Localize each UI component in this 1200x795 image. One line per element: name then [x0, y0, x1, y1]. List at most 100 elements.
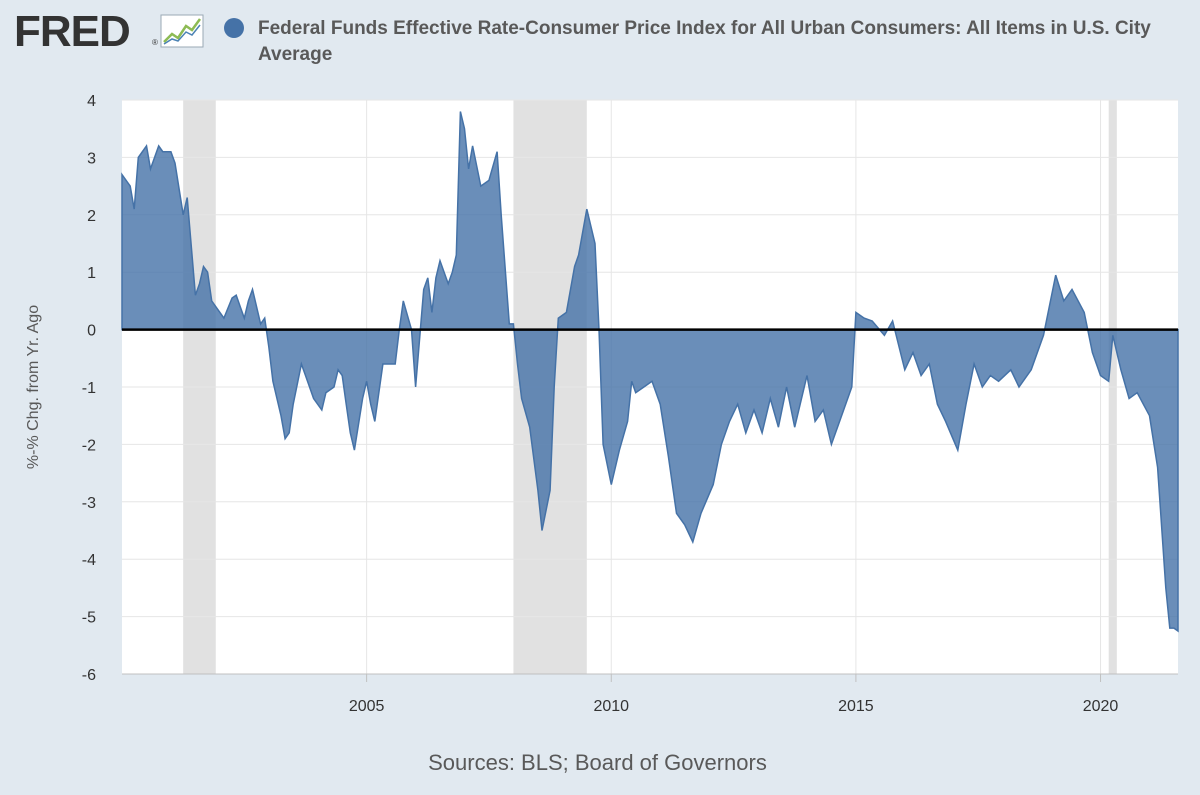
data-point — [480, 185, 482, 187]
data-point — [549, 489, 551, 491]
data-point — [284, 437, 286, 439]
data-point — [463, 128, 465, 130]
data-point — [806, 374, 808, 376]
legend-marker — [224, 18, 244, 38]
data-point — [635, 392, 637, 394]
data-point — [777, 426, 779, 428]
data-point — [838, 420, 840, 422]
data-point — [353, 449, 355, 451]
data-point — [455, 254, 457, 256]
data-point — [720, 443, 722, 445]
y-tick-label: 0 — [87, 323, 96, 340]
data-point — [700, 512, 702, 514]
data-point — [402, 300, 404, 302]
data-point — [997, 380, 999, 382]
data-point — [341, 374, 343, 376]
data-point — [541, 529, 543, 531]
data-point — [288, 432, 290, 434]
data-point — [157, 145, 159, 147]
data-point — [794, 426, 796, 428]
data-point — [206, 271, 208, 273]
data-point — [871, 320, 873, 322]
data-point — [928, 363, 930, 365]
data-point — [912, 351, 914, 353]
data-point — [194, 294, 196, 296]
data-point — [814, 420, 816, 422]
y-tick-label: -2 — [82, 437, 96, 454]
fred-logo[interactable]: FRED — [14, 7, 131, 56]
data-point — [1054, 274, 1056, 276]
data-point — [577, 254, 579, 256]
y-tick-label: 1 — [87, 265, 96, 282]
data-point — [349, 432, 351, 434]
data-point — [553, 386, 555, 388]
data-point — [1091, 351, 1093, 353]
data-point — [427, 277, 429, 279]
data-point — [753, 409, 755, 411]
data-point — [1128, 397, 1130, 399]
data-point — [586, 208, 588, 210]
data-point — [1030, 369, 1032, 371]
data-point — [223, 317, 225, 319]
data-point — [508, 323, 510, 325]
data-point — [451, 271, 453, 273]
data-point — [186, 196, 188, 198]
data-point — [488, 179, 490, 181]
data-point — [883, 334, 885, 336]
data-point — [520, 397, 522, 399]
data-point — [1112, 334, 1114, 336]
data-point — [557, 317, 559, 319]
data-point — [1042, 334, 1044, 336]
data-point — [210, 300, 212, 302]
data-point — [1148, 415, 1150, 417]
data-point — [1165, 587, 1167, 589]
data-point — [374, 420, 376, 422]
data-point — [643, 386, 645, 388]
data-point — [337, 369, 339, 371]
y-tick-label: 2 — [87, 208, 96, 225]
data-point — [630, 380, 632, 382]
data-point — [467, 168, 469, 170]
x-tick-label: 2010 — [593, 698, 629, 715]
data-point — [618, 449, 620, 451]
data-point — [414, 386, 416, 388]
data-point — [822, 409, 824, 411]
data-point — [447, 282, 449, 284]
data-point — [989, 374, 991, 376]
data-point — [769, 397, 771, 399]
source-note: Sources: BLS; Board of Governors — [428, 750, 767, 775]
data-point — [496, 150, 498, 152]
data-point — [174, 162, 176, 164]
data-point — [272, 380, 274, 382]
x-tick-label: 2020 — [1083, 698, 1119, 715]
data-point — [1173, 627, 1175, 629]
data-point — [1169, 627, 1171, 629]
data-point — [529, 426, 531, 428]
data-point — [121, 173, 123, 175]
data-point — [590, 225, 592, 227]
data-point — [300, 363, 302, 365]
data-point — [435, 277, 437, 279]
data-point — [500, 214, 502, 216]
data-point — [243, 317, 245, 319]
series-area — [121, 111, 1179, 633]
data-point — [981, 386, 983, 388]
data-point — [264, 317, 266, 319]
data-point — [920, 374, 922, 376]
data-point — [292, 403, 294, 405]
data-point — [423, 288, 425, 290]
data-point — [863, 317, 865, 319]
data-point — [439, 260, 441, 262]
data-point — [251, 288, 253, 290]
data-point — [651, 380, 653, 382]
data-point — [785, 386, 787, 388]
data-point — [973, 363, 975, 365]
data-point — [626, 420, 628, 422]
chart-header: FRED ® Federal Funds Effective Rate-Cons… — [0, 0, 1200, 90]
data-point — [944, 420, 946, 422]
data-point — [394, 363, 396, 365]
data-point — [957, 449, 959, 451]
data-point — [582, 231, 584, 233]
data-point — [268, 346, 270, 348]
y-axis-ticks: -6 -5 -4 -3 -2 -1 0 1 2 3 4 — [82, 93, 96, 684]
